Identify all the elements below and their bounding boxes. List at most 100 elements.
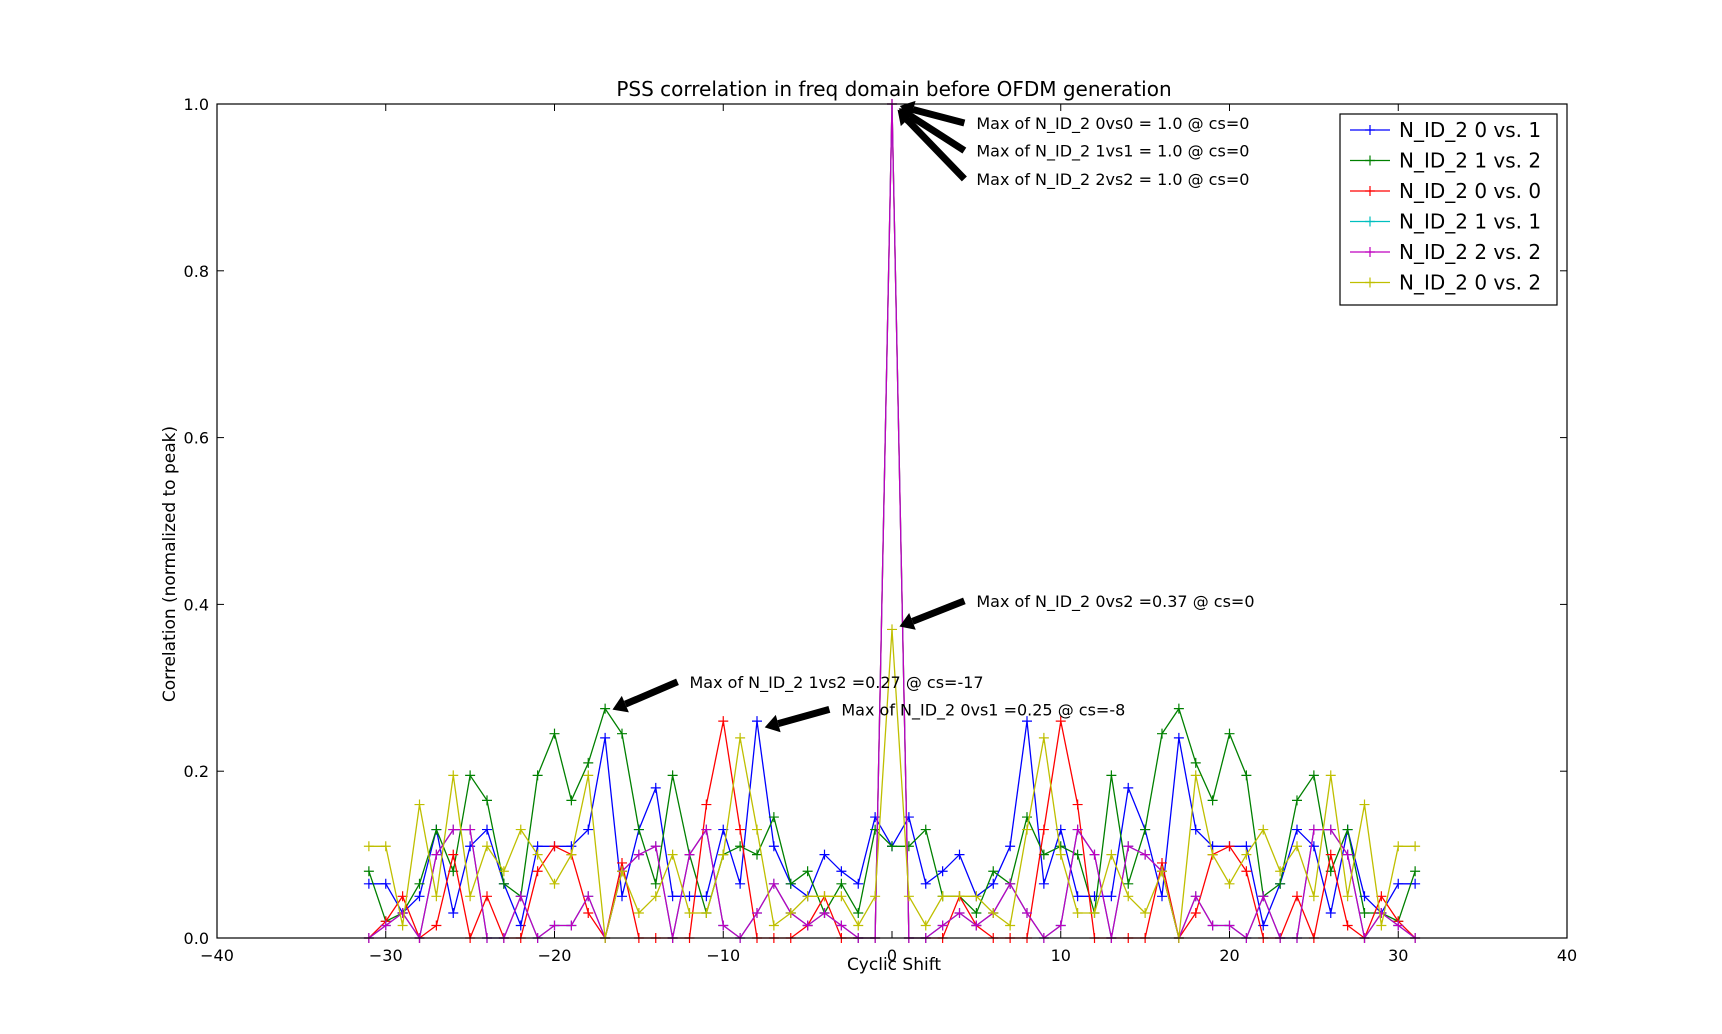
- x-tick-label: 40: [1557, 946, 1577, 965]
- legend-item: N_ID_2 0 vs. 0: [1350, 179, 1541, 203]
- data-point: [1207, 920, 1218, 931]
- y-tick-label: 0.0: [184, 929, 209, 948]
- data-point: [583, 757, 594, 768]
- legend-marker: [1365, 277, 1375, 288]
- data-point: [718, 849, 729, 860]
- data-point: [1055, 849, 1066, 860]
- data-point: [1325, 907, 1336, 918]
- data-point: [1157, 728, 1167, 739]
- data-point: [414, 799, 425, 810]
- data-point: [1308, 824, 1319, 835]
- data-point: [971, 891, 982, 902]
- annotation-4: Max of N_ID_2 0vs2 =0.37 @ cs=0: [899, 592, 1255, 630]
- data-point: [448, 849, 459, 860]
- data-point: [1190, 891, 1201, 902]
- legend-marker: [1365, 155, 1375, 166]
- annotation-arrowhead: [899, 612, 916, 630]
- data-point: [1038, 824, 1049, 835]
- data-point: [498, 878, 509, 889]
- x-tick-label: 30: [1388, 946, 1408, 965]
- annotation-1: Max of N_ID_2 0vs0 = 1.0 @ cs=0: [899, 100, 1249, 134]
- data-point: [566, 841, 577, 852]
- annotation-text: Max of N_ID_2 0vs1 =0.25 @ cs=-8: [841, 700, 1125, 720]
- data-point: [397, 891, 408, 902]
- data-point: [853, 907, 864, 918]
- data-point: [954, 849, 965, 860]
- data-point: [1173, 732, 1184, 743]
- data-point: [954, 891, 965, 902]
- data-point: [887, 841, 897, 852]
- data-point: [920, 824, 931, 835]
- data-point: [448, 824, 459, 835]
- data-point: [465, 841, 476, 852]
- data-point: [701, 891, 712, 902]
- data-point: [1308, 841, 1319, 852]
- data-point: [768, 920, 779, 931]
- legend-marker: [1365, 125, 1375, 135]
- data-point: [650, 782, 661, 793]
- data-point: [650, 841, 661, 852]
- data-point: [1005, 841, 1016, 852]
- annotation-arrowhead: [612, 695, 629, 713]
- legend-item: N_ID_2 1 vs. 2: [1350, 149, 1541, 173]
- annotation-arrowhead: [764, 714, 781, 733]
- legend-label: N_ID_2 2 vs. 2: [1399, 240, 1541, 264]
- data-point: [1224, 728, 1235, 739]
- annotation-arrowhead: [897, 109, 914, 127]
- data-point: [532, 866, 543, 877]
- data-point: [1308, 770, 1319, 781]
- data-point: [954, 907, 965, 918]
- data-point: [363, 841, 374, 852]
- data-point: [768, 841, 779, 852]
- data-point: [583, 770, 594, 781]
- data-point: [617, 891, 627, 902]
- data-point: [1055, 920, 1066, 931]
- chart-title: PSS correlation in freq domain before OF…: [616, 77, 1171, 101]
- data-point: [1325, 849, 1336, 860]
- data-point: [1055, 716, 1066, 727]
- data-point: [768, 878, 779, 889]
- legend-item: N_ID_2 0 vs. 2: [1350, 271, 1541, 295]
- data-point: [870, 824, 881, 835]
- legend-label: N_ID_2 0 vs. 2: [1399, 271, 1541, 295]
- legend-label: N_ID_2 1 vs. 2: [1399, 149, 1541, 173]
- data-point: [1089, 891, 1100, 902]
- data-point: [1292, 795, 1302, 806]
- data-point: [988, 907, 999, 918]
- data-point: [667, 849, 678, 860]
- data-point: [617, 728, 627, 739]
- y-tick-label: 0.2: [184, 762, 209, 781]
- data-point: [1106, 770, 1117, 781]
- data-point: [1342, 824, 1353, 835]
- legend-marker: [1365, 247, 1375, 257]
- data-point: [819, 849, 830, 860]
- data-point: [667, 770, 678, 781]
- annotation-5: Max of N_ID_2 1vs2 =0.27 @ cs=-17: [612, 673, 984, 713]
- data-point: [549, 728, 560, 739]
- data-point: [1292, 891, 1302, 902]
- data-point: [752, 824, 762, 835]
- data-point: [448, 770, 459, 781]
- annotations: Max of N_ID_2 0vs0 = 1.0 @ cs=0 Max of N_…: [612, 100, 1255, 733]
- data-point: [482, 795, 492, 806]
- data-point: [988, 878, 999, 889]
- data-point: [515, 891, 526, 902]
- data-point: [1393, 841, 1404, 852]
- legend-marker: [1365, 216, 1375, 227]
- legend-marker: [1365, 186, 1375, 196]
- data-point: [870, 891, 881, 902]
- data-point: [1055, 841, 1066, 852]
- data-point: [600, 703, 611, 714]
- data-point: [431, 920, 442, 931]
- data-point: [1393, 920, 1404, 931]
- data-point: [1140, 824, 1151, 835]
- y-tick-label: 0.8: [184, 262, 209, 281]
- x-tick-label: −10: [706, 946, 740, 965]
- data-point: [431, 824, 442, 835]
- data-point: [363, 866, 374, 877]
- annotation-6: Max of N_ID_2 0vs1 =0.25 @ cs=-8: [764, 700, 1125, 733]
- legend-item: N_ID_2 1 vs. 1: [1350, 210, 1541, 234]
- data-point: [1410, 841, 1421, 852]
- data-point: [1241, 849, 1252, 860]
- plot-area: −40 −30 −20 −10 0 10 20 30 40 0.0 0.2 0.4 0.6 0.8 1.0: [184, 95, 1578, 965]
